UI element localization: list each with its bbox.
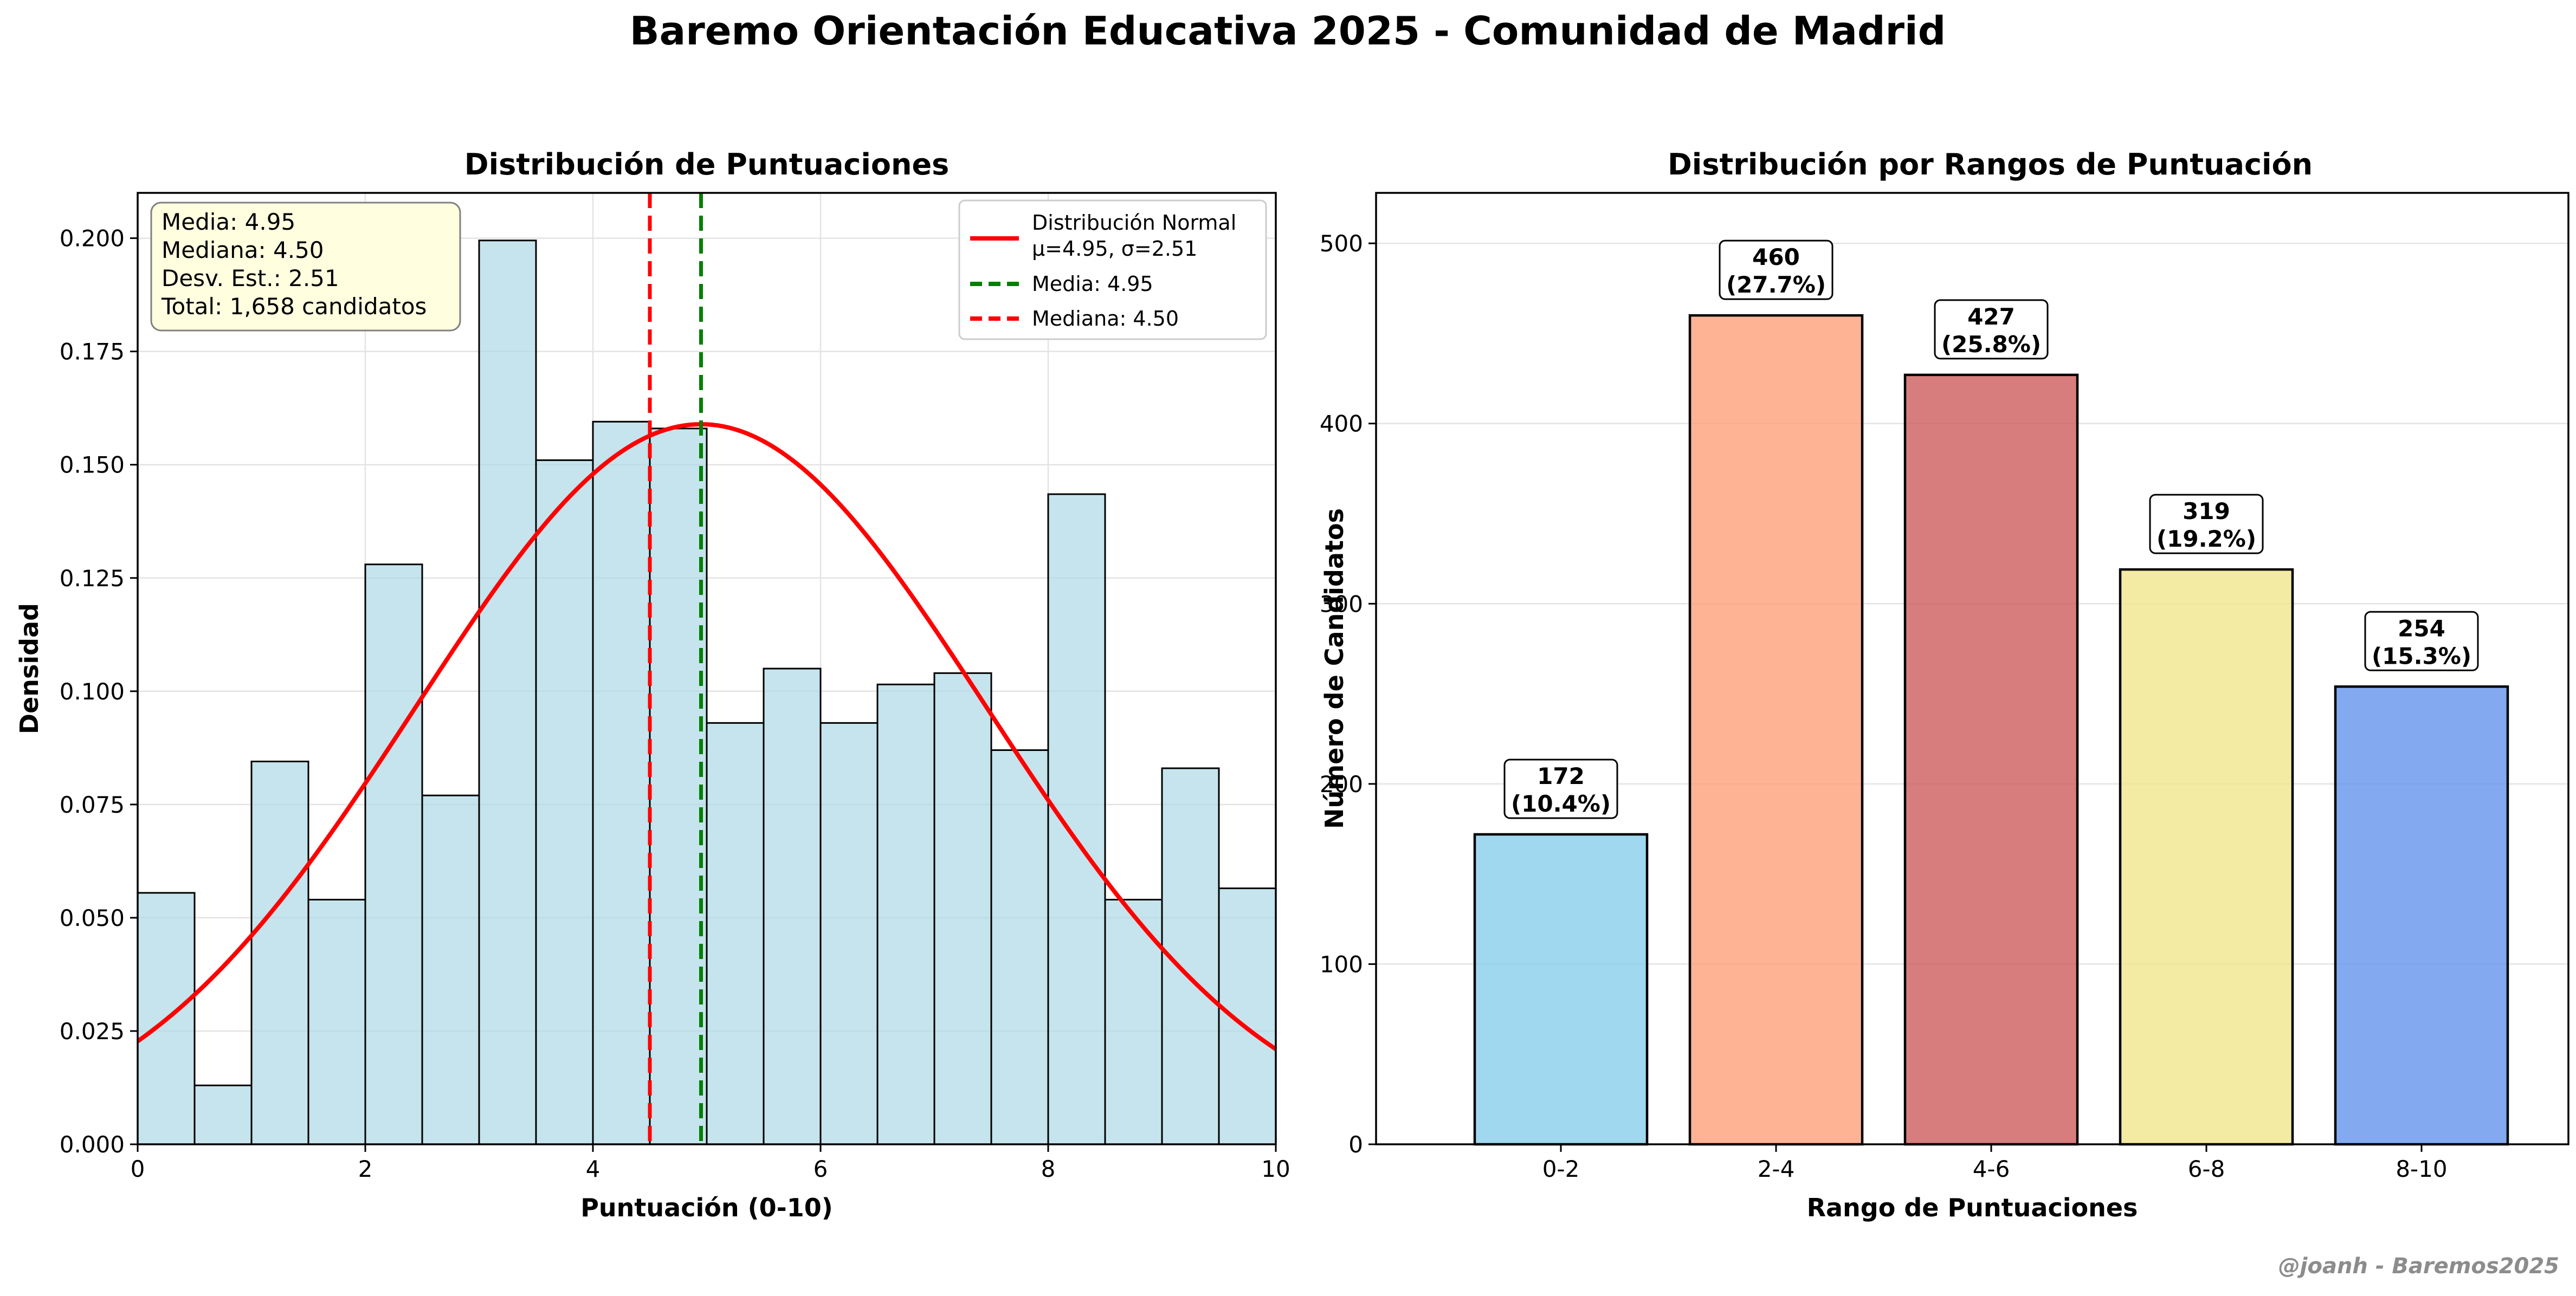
range-percent-label: (27.7%): [1726, 271, 1826, 298]
histogram-x-tick-label: 10: [1261, 1156, 1290, 1182]
histogram-title: Distribución de Puntuaciones: [464, 147, 949, 182]
ranges-x-tick-label: 0-2: [1542, 1156, 1580, 1182]
stats-line-total: Total: 1,658 candidatos: [161, 293, 427, 320]
legend-label-normal-line1: Distribución Normal: [1032, 211, 1236, 235]
ranges-y-tick-label: 400: [1320, 411, 1363, 437]
ranges-y-tick-label: 500: [1320, 230, 1363, 257]
histogram-x-tick-label: 6: [814, 1156, 828, 1182]
histogram-bar: [307, 898, 366, 1145]
legend-frame: [958, 199, 1267, 340]
histogram-bar: [1218, 887, 1277, 1145]
histogram-y-tick-label: 0.050: [60, 905, 125, 931]
histogram-bar: [876, 683, 935, 1145]
histogram-bar: [1047, 493, 1106, 1145]
histogram-x-tick-label: 8: [1041, 1156, 1056, 1182]
histogram-legend: Distribución Normal μ=4.95, σ=2.51 Media…: [958, 199, 1267, 340]
histogram-plot-frame: [137, 192, 1277, 1145]
histogram-x-tick-label: 0: [131, 1156, 145, 1182]
histogram-y-tick-label: 0.000: [60, 1131, 125, 1158]
histogram-x-tick-label: 2: [358, 1156, 373, 1182]
ranges-bars: [1473, 314, 2509, 1146]
histogram-bar: [250, 760, 309, 1145]
histogram-y-tick-label: 0.075: [60, 792, 125, 818]
stats-line-stdev: Desv. Est.: 2.51: [162, 265, 339, 291]
ranges-plot-frame: [1375, 192, 2569, 1145]
histogram-bar: [592, 420, 651, 1145]
range-value-label-box: [2149, 494, 2264, 554]
ranges-y-tick-label: 100: [1320, 951, 1363, 977]
range-percent-label: (25.8%): [1941, 331, 2041, 358]
histogram-bar: [819, 722, 879, 1145]
range-bar: [1903, 373, 2079, 1146]
histogram-bar: [649, 427, 708, 1145]
histogram-bar: [535, 459, 594, 1145]
stats-line-mean: Media: 4.95: [162, 209, 295, 235]
histogram-bar: [933, 672, 992, 1145]
histogram-bar: [421, 794, 480, 1145]
ranges-x-tick-label: 4-6: [1973, 1156, 2010, 1182]
legend-label-mean: Media: 4.95: [1032, 272, 1153, 296]
histogram-y-tick-label: 0.100: [60, 678, 125, 705]
histogram-x-ticks: 0 2 4 6 8 10: [131, 1144, 1290, 1182]
range-value-label-box: [1719, 239, 1833, 300]
ranges-x-axis-label: Rango de Puntuaciones: [1807, 1193, 2138, 1222]
legend-label-normal-line2: μ=4.95, σ=2.51: [1032, 237, 1197, 261]
ranges-y-ticks: 0 100 200 300 400 500: [1320, 230, 1376, 1158]
histogram-y-tick-label: 0.175: [60, 339, 125, 365]
histogram-y-tick-label: 0.150: [60, 452, 125, 478]
range-value-label: 172: [1537, 763, 1585, 789]
histogram-y-ticks: 0.000 0.025 0.050 0.075 0.100 0.125 0.150 0.175…: [60, 225, 138, 1158]
histogram-bars: [137, 239, 1277, 1145]
histogram-y-axis-label: Densidad: [15, 603, 44, 734]
range-value-label-box: [1503, 759, 1618, 819]
range-percent-label: (15.3%): [2372, 643, 2471, 669]
histogram-y-tick-label: 0.125: [60, 565, 125, 592]
figure-suptitle: Baremo Orientación Educativa 2025 - Comu…: [630, 8, 1946, 54]
range-bar: [2334, 685, 2509, 1146]
ranges-value-labels: 172(10.4%) 460(27.7%) 427(25.8%) 319(19.2%)…: [1503, 239, 2479, 819]
ranges-y-axis-label: Número de Candidatos: [1320, 508, 1349, 829]
histogram-bar: [478, 239, 537, 1145]
histogram-bar: [763, 668, 822, 1145]
histogram-bar: [364, 563, 423, 1145]
range-bar: [1473, 833, 1649, 1146]
normal-curve: [136, 422, 1277, 1051]
ranges-x-ticks: 0-2 2-4 4-6 6-8 8-10: [1542, 1144, 2448, 1182]
range-value-label-box: [2364, 611, 2479, 671]
histogram-bar: [706, 722, 765, 1145]
range-value-label: 460: [1752, 244, 1800, 270]
histogram-chart: Distribución de Puntuaciones 0 2 4 6 8 10 0.0…: [15, 147, 1290, 1222]
histogram-bar: [193, 1084, 253, 1145]
ranges-x-tick-label: 8-10: [2396, 1156, 2447, 1182]
stats-line-median: Mediana: 4.50: [162, 237, 324, 263]
stats-box-frame: [150, 202, 461, 332]
histogram-y-tick-label: 0.200: [60, 225, 125, 252]
histogram-x-axis-label: Puntuación (0-10): [580, 1193, 833, 1222]
histogram-bar: [990, 749, 1049, 1145]
ranges-title: Distribución por Rangos de Puntuación: [1668, 147, 2313, 182]
range-value-label: 319: [2183, 498, 2230, 524]
ranges-y-tick-label: 300: [1320, 591, 1363, 617]
stats-box: Media: 4.95 Mediana: 4.50 Desv. Est.: 2.…: [150, 202, 461, 332]
range-bar: [2119, 568, 2294, 1146]
legend-label-median: Mediana: 4.50: [1032, 307, 1179, 331]
range-value-label: 254: [2398, 615, 2445, 641]
range-bar: [1688, 314, 1864, 1146]
histogram-y-tick-label: 0.025: [60, 1018, 125, 1045]
ranges-y-tick-label: 200: [1320, 771, 1363, 798]
ranges-bar-chart: Distribución por Rangos de Puntuación 17…: [1320, 147, 2569, 1222]
range-percent-label: (19.2%): [2157, 526, 2256, 552]
ranges-y-tick-label: 0: [1348, 1131, 1363, 1158]
ranges-x-tick-label: 6-8: [2188, 1156, 2225, 1182]
ranges-x-tick-label: 2-4: [1758, 1156, 1795, 1182]
range-value-label-box: [1934, 299, 2049, 360]
range-value-label: 427: [1967, 303, 2015, 330]
watermark: @joanh - Baremos2025: [2278, 1254, 2559, 1279]
range-percent-label: (10.4%): [1511, 790, 1611, 817]
histogram-x-tick-label: 4: [586, 1156, 601, 1182]
